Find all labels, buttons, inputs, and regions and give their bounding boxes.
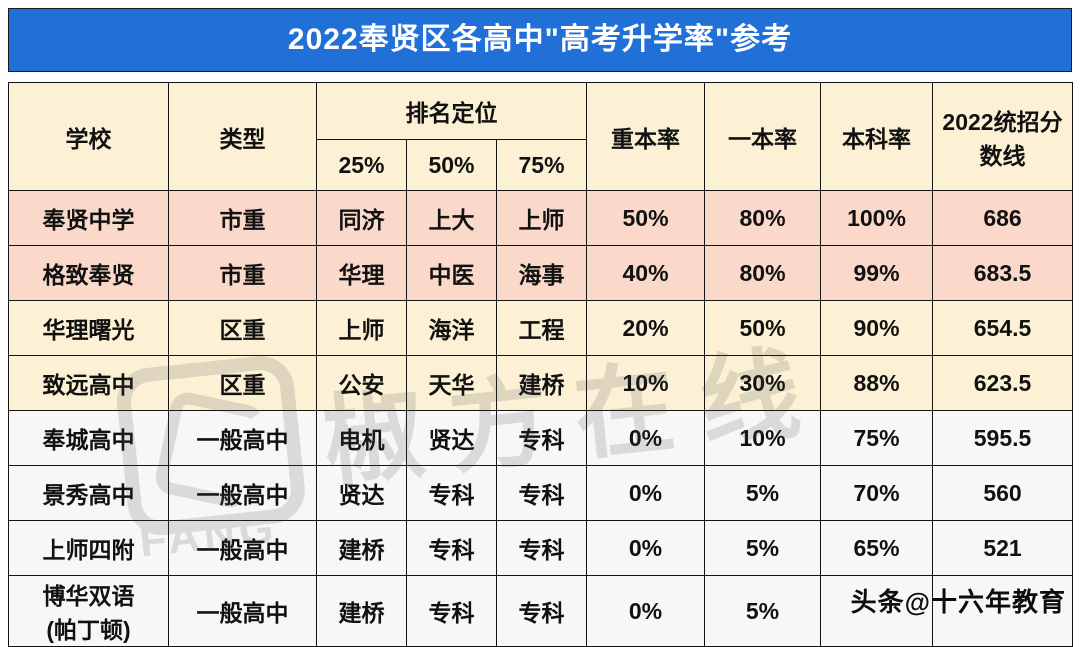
cell-p75: 工程 (495, 300, 588, 356)
cell-type: 一般高中 (168, 465, 317, 521)
cell-score: 560 (932, 465, 1074, 521)
col-header-p50: 50% (406, 139, 497, 191)
cell-p75: 建桥 (495, 355, 588, 411)
cell-first-rate: 80% (704, 190, 822, 246)
cell-bachelor-rate: 100% (820, 190, 934, 246)
cell-school: 景秀高中 (8, 465, 169, 521)
cell-p25: 电机 (316, 410, 407, 466)
cell-first-rate: 50% (704, 300, 822, 356)
col-header-ranking: 排名定位 (315, 82, 588, 140)
cell-p25: 贤达 (316, 465, 407, 521)
cell-score: 686 (932, 190, 1074, 246)
cell-p25: 华理 (316, 245, 407, 301)
cell-bachelor-rate: 88% (820, 355, 934, 411)
cell-p50: 天华 (406, 355, 497, 411)
cell-first-rate: 5% (704, 575, 822, 647)
col-header-p75: 75% (495, 139, 588, 191)
cell-key-rate: 0% (586, 410, 706, 466)
cell-key-rate: 20% (586, 300, 706, 356)
cell-score: 521 (932, 520, 1074, 576)
cell-p50: 专科 (406, 575, 497, 647)
page-title: 2022奉贤区各高中"高考升学率"参考 (8, 8, 1072, 72)
cell-score: 683.5 (932, 245, 1074, 301)
cell-type: 一般高中 (168, 520, 317, 576)
cell-school: 上师四附 (8, 520, 169, 576)
col-header-key-rate: 重本率 (586, 82, 706, 191)
cell-bachelor-rate: 70% (820, 465, 934, 521)
cell-p50: 专科 (406, 465, 497, 521)
col-header-school: 学校 (8, 82, 169, 191)
cell-score: 623.5 (932, 355, 1074, 411)
table-row: 奉贤中学 市重 同济 上大 上师 50% 80% 100% 686 (8, 190, 1074, 246)
cell-p50: 贤达 (406, 410, 497, 466)
cell-type: 区重 (168, 300, 317, 356)
cell-p75: 上师 (495, 190, 588, 246)
col-header-first-rate: 一本率 (704, 82, 822, 191)
table-row: 奉城高中 一般高中 电机 贤达 专科 0% 10% 75% 595.5 (8, 410, 1074, 466)
cell-key-rate: 0% (586, 465, 706, 521)
cell-type: 市重 (168, 190, 317, 246)
cell-p25: 上师 (316, 300, 407, 356)
table-row: 格致奉贤 市重 华理 中医 海事 40% 80% 99% 683.5 (8, 245, 1074, 301)
cell-key-rate: 0% (586, 520, 706, 576)
cell-p50: 中医 (406, 245, 497, 301)
cell-bachelor-rate: 99% (820, 245, 934, 301)
cell-type: 区重 (168, 355, 317, 411)
col-header-score-line: 2022统招分数线 (932, 82, 1074, 191)
cell-p25: 建桥 (316, 575, 407, 647)
cell-score: 595.5 (932, 410, 1074, 466)
cell-p50: 专科 (406, 520, 497, 576)
author-credit: 头条@十六年教育 (850, 587, 1066, 617)
cell-type: 市重 (168, 245, 317, 301)
table-row: 致远高中 区重 公安 天华 建桥 10% 30% 88% 623.5 (8, 355, 1074, 411)
cell-bachelor-rate: 65% (820, 520, 934, 576)
cell-p75: 海事 (495, 245, 588, 301)
cell-first-rate: 5% (704, 465, 822, 521)
col-header-bachelor-rate: 本科率 (820, 82, 934, 191)
cell-school: 奉城高中 (8, 410, 169, 466)
cell-p75: 专科 (495, 410, 588, 466)
cell-p75: 专科 (495, 465, 588, 521)
col-header-type: 类型 (168, 82, 317, 191)
cell-bachelor-rate: 90% (820, 300, 934, 356)
admission-rate-table: 学校 类型 排名定位 重本率 一本率 本科率 2022统招分数线 25% 50%… (8, 82, 1074, 647)
cell-first-rate: 30% (704, 355, 822, 411)
cell-score: 654.5 (932, 300, 1074, 356)
cell-type: 一般高中 (168, 410, 317, 466)
cell-type: 一般高中 (168, 575, 317, 647)
col-header-p25: 25% (316, 139, 407, 191)
cell-school: 华理曙光 (8, 300, 169, 356)
cell-first-rate: 80% (704, 245, 822, 301)
table-row: 景秀高中 一般高中 贤达 专科 专科 0% 5% 70% 560 (8, 465, 1074, 521)
cell-p75: 专科 (495, 575, 588, 647)
cell-p25: 公安 (316, 355, 407, 411)
cell-school: 致远高中 (8, 355, 169, 411)
cell-key-rate: 0% (586, 575, 706, 647)
cell-key-rate: 50% (586, 190, 706, 246)
cell-school: 奉贤中学 (8, 190, 169, 246)
table-row: 华理曙光 区重 上师 海洋 工程 20% 50% 90% 654.5 (8, 300, 1074, 356)
cell-first-rate: 10% (704, 410, 822, 466)
cell-school: 格致奉贤 (8, 245, 169, 301)
cell-bachelor-rate: 75% (820, 410, 934, 466)
cell-first-rate: 5% (704, 520, 822, 576)
cell-p25: 建桥 (316, 520, 407, 576)
cell-school: 博华双语 (帕丁顿) (8, 575, 169, 647)
page: 2022奉贤区各高中"高考升学率"参考 学校 类型 排名定位 重本率 一本率 本… (8, 8, 1074, 647)
cell-p50: 上大 (406, 190, 497, 246)
cell-key-rate: 10% (586, 355, 706, 411)
cell-p75: 专科 (495, 520, 588, 576)
cell-key-rate: 40% (586, 245, 706, 301)
table-row: 上师四附 一般高中 建桥 专科 专科 0% 5% 65% 521 (8, 520, 1074, 576)
cell-p50: 海洋 (406, 300, 497, 356)
cell-p25: 同济 (316, 190, 407, 246)
